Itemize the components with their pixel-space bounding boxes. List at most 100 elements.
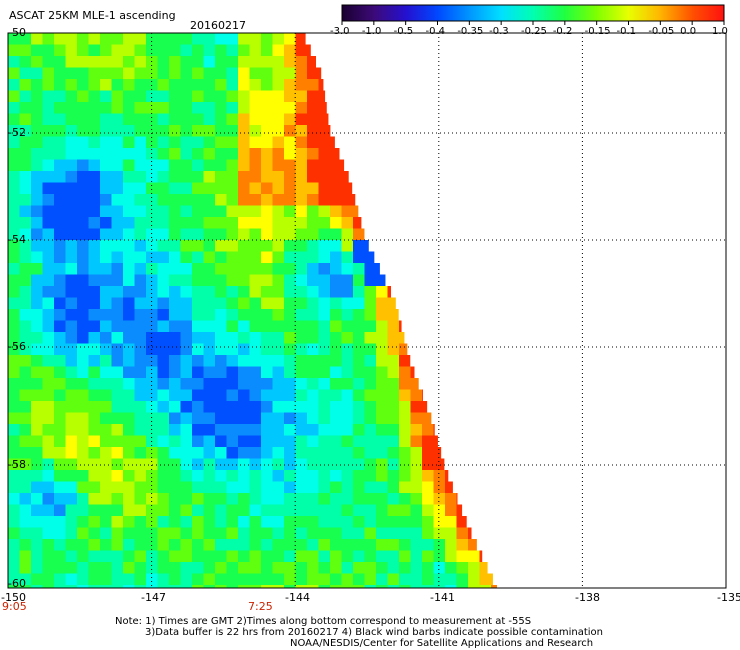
data-cell <box>146 125 159 138</box>
data-cell <box>387 470 400 483</box>
data-cell <box>8 205 21 218</box>
data-cell <box>134 527 147 540</box>
data-cell <box>307 44 311 57</box>
data-cell <box>180 240 193 253</box>
data-cell <box>422 562 435 575</box>
data-cell <box>19 424 32 437</box>
data-cell <box>157 366 170 379</box>
data-cell <box>226 355 239 368</box>
data-cell <box>123 366 136 379</box>
data-cell <box>19 102 32 115</box>
data-cell <box>88 550 101 563</box>
data-cell <box>249 228 262 241</box>
data-cell <box>353 217 362 230</box>
data-cell <box>226 550 239 563</box>
data-cell <box>272 573 285 586</box>
data-cell <box>307 286 320 299</box>
data-cell <box>169 470 182 483</box>
data-cell <box>215 263 228 276</box>
data-cell <box>376 470 389 483</box>
data-cell <box>192 194 205 207</box>
data-cell <box>341 378 354 391</box>
data-cell <box>387 585 400 588</box>
data-cell <box>295 424 308 437</box>
data-cell <box>307 573 320 586</box>
data-cell <box>422 389 423 402</box>
data-cell <box>77 102 90 115</box>
data-cell <box>134 309 147 322</box>
data-cell <box>134 171 147 184</box>
data-cell <box>8 573 21 586</box>
data-cell <box>422 424 435 437</box>
data-cell <box>42 297 55 310</box>
data-cell <box>169 401 182 414</box>
data-cell <box>31 481 44 494</box>
data-cell <box>295 435 308 448</box>
colorbar-label: -0.3 <box>489 26 509 37</box>
data-cell <box>88 159 101 172</box>
data-cell <box>341 274 354 287</box>
data-cell <box>410 447 423 460</box>
data-cell <box>19 297 32 310</box>
data-cell <box>123 527 136 540</box>
data-cell <box>180 263 193 276</box>
data-cell <box>272 332 285 345</box>
data-cell <box>88 332 101 345</box>
data-cell <box>249 527 262 540</box>
data-cell <box>19 286 32 299</box>
data-cell <box>238 332 251 345</box>
data-cell <box>226 148 239 161</box>
data-cell <box>330 424 343 437</box>
data-cell <box>134 286 147 299</box>
data-cell <box>42 102 55 115</box>
data-cell <box>249 447 262 460</box>
data-cell <box>330 217 343 230</box>
data-cell <box>272 194 285 207</box>
data-cell <box>157 113 170 126</box>
data-cell <box>180 516 193 529</box>
data-cell <box>307 550 320 563</box>
data-cell <box>123 148 136 161</box>
data-cell <box>353 401 366 414</box>
data-cell <box>111 332 124 345</box>
data-cell <box>399 435 412 448</box>
data-cell <box>123 286 136 299</box>
data-cell <box>284 343 297 356</box>
data-cell <box>111 401 124 414</box>
data-cell <box>433 516 446 529</box>
data-cell <box>169 378 182 391</box>
data-cell <box>307 113 320 126</box>
data-cell <box>272 44 285 57</box>
data-cell <box>307 412 320 425</box>
data-cell <box>376 550 389 563</box>
data-cell <box>226 240 239 253</box>
data-cell <box>123 309 136 322</box>
data-cell <box>100 205 113 218</box>
data-cell <box>272 516 285 529</box>
data-cell <box>353 297 366 310</box>
data-cell <box>65 562 78 575</box>
data-cell <box>272 366 285 379</box>
data-cell <box>19 251 32 264</box>
data-cell <box>203 424 216 437</box>
data-cell <box>353 205 359 218</box>
data-cell <box>238 297 251 310</box>
data-cell <box>330 573 343 586</box>
data-cell <box>8 412 21 425</box>
data-cell <box>77 516 90 529</box>
data-cell <box>111 481 124 494</box>
data-cell <box>123 355 136 368</box>
data-cell <box>54 389 67 402</box>
data-cell <box>353 309 366 322</box>
data-cell <box>8 516 21 529</box>
data-cell <box>295 56 308 69</box>
data-cell <box>157 102 170 115</box>
data-cell <box>42 539 55 552</box>
data-cell <box>422 412 432 425</box>
data-cell <box>65 343 78 356</box>
data-cell <box>42 90 55 103</box>
data-cell <box>77 550 90 563</box>
data-cell <box>272 159 285 172</box>
note-line-3: NOAA/NESDIS/Center for Satellite Applica… <box>290 638 594 649</box>
data-cell <box>295 44 308 57</box>
